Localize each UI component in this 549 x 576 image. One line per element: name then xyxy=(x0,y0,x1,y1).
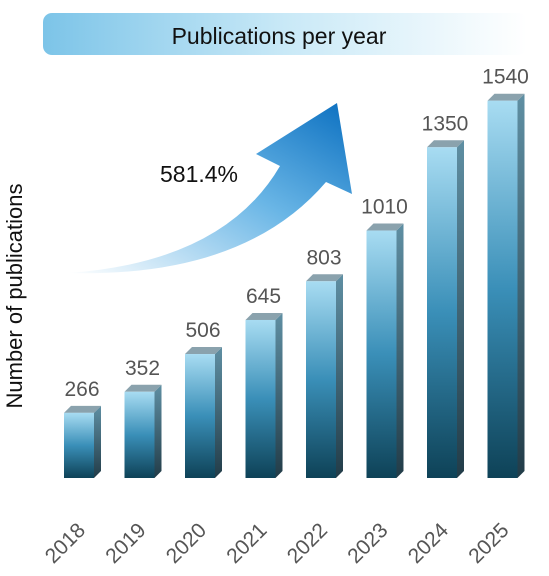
value-label-2024: 1350 xyxy=(422,112,469,135)
bar-top-2025 xyxy=(487,93,525,101)
bar-side-2021 xyxy=(275,312,283,478)
bar-top-2020 xyxy=(185,347,222,355)
x-tick-label-2022: 2022 xyxy=(283,519,332,568)
bar-2018: 266 2018 xyxy=(41,378,101,568)
bar-front-2021 xyxy=(245,319,276,478)
bar-2023: 1010 2023 xyxy=(343,196,408,569)
bar-front-2022 xyxy=(306,281,336,478)
bar-top-2019 xyxy=(124,384,162,392)
bar-2024: 1350 2024 xyxy=(404,112,469,568)
title-banner: Publications per year xyxy=(43,13,527,55)
growth-arrow-shape xyxy=(68,103,352,274)
bar-top-2024 xyxy=(427,140,464,148)
value-label-2023: 1010 xyxy=(361,196,408,219)
value-label-2020: 506 xyxy=(185,319,220,342)
bar-2020: 506 2020 xyxy=(162,319,222,568)
bar-top-2018 xyxy=(64,405,101,413)
x-tick-label-2019: 2019 xyxy=(101,519,150,568)
value-label-2022: 803 xyxy=(306,246,341,269)
bar-side-2022 xyxy=(336,274,343,478)
bar-side-2023 xyxy=(396,223,404,478)
x-tick-label-2024: 2024 xyxy=(404,519,454,569)
growth-arrow: 581.4% xyxy=(68,103,352,274)
bar-side-2019 xyxy=(154,384,162,478)
title-banner-background xyxy=(43,13,527,55)
x-tick-label-2021: 2021 xyxy=(222,519,271,568)
x-tick-label-2020: 2020 xyxy=(162,519,211,568)
bar-top-2023 xyxy=(366,223,404,231)
bar-side-2024 xyxy=(457,140,464,478)
chart-title: Publications per year xyxy=(172,23,387,49)
bar-side-2025 xyxy=(517,93,525,478)
value-label-2021: 645 xyxy=(246,285,281,308)
bar-top-2022 xyxy=(306,274,343,282)
value-label-2019: 352 xyxy=(125,357,160,380)
bar-side-2018 xyxy=(94,405,101,478)
bar-top-2021 xyxy=(245,312,283,320)
bar-2019: 352 2019 xyxy=(101,357,162,568)
bar-2022: 803 2022 xyxy=(283,246,343,568)
bar-front-2025 xyxy=(487,100,518,478)
value-label-2018: 266 xyxy=(64,378,99,401)
x-tick-label-2025: 2025 xyxy=(464,519,513,568)
bar-2021: 645 2021 xyxy=(222,285,283,568)
x-tick-label-2018: 2018 xyxy=(41,519,90,568)
bar-front-2018 xyxy=(64,412,94,478)
bar-front-2019 xyxy=(124,391,155,478)
bar-side-2020 xyxy=(215,347,222,478)
bar-front-2020 xyxy=(185,354,215,478)
bar-front-2024 xyxy=(427,147,457,478)
bar-2025: 1540 2025 xyxy=(464,66,529,568)
x-tick-label-2023: 2023 xyxy=(343,519,392,568)
value-label-2025: 1540 xyxy=(482,66,529,89)
growth-label: 581.4% xyxy=(160,161,238,187)
bar-front-2023 xyxy=(366,230,397,478)
y-axis-label: Number of publications xyxy=(2,183,27,408)
